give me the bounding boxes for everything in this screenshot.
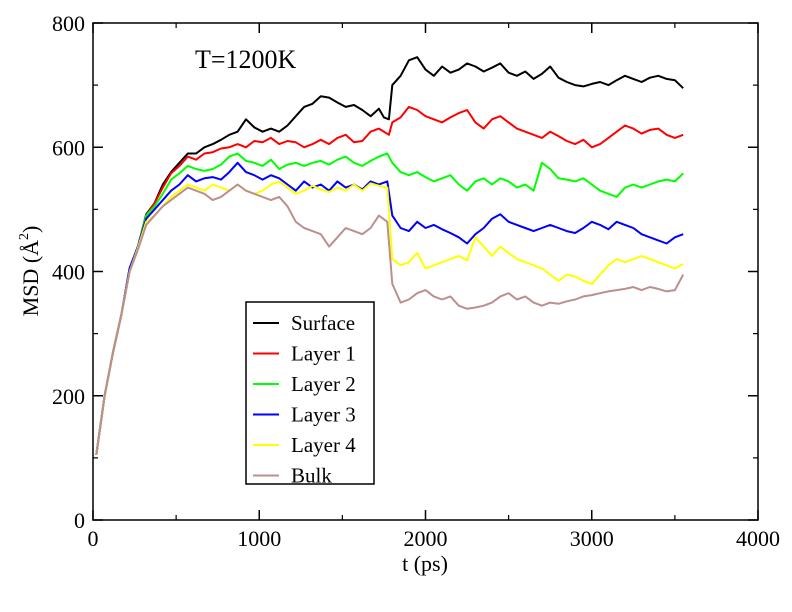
x-axis-title: t (ps): [402, 551, 448, 576]
x-tick-label: 0: [88, 526, 99, 551]
x-tick-label: 4000: [736, 526, 780, 551]
x-tick-label: 2000: [404, 526, 448, 551]
legend: Surface Layer 1 Layer 2 Layer 3 Layer 4 Bulk: [245, 301, 375, 488]
series-line-5: [95, 180, 684, 455]
legend-label: Bulk: [291, 464, 332, 488]
y-axis-title-close: ): [18, 226, 43, 233]
svg-text:MSD (Å2): MSD (Å2): [17, 226, 43, 317]
x-tick-label: 3000: [570, 526, 614, 551]
x-tick-label: 1000: [237, 526, 281, 551]
series-line-2: [95, 105, 684, 455]
legend-label: Layer 1: [291, 342, 356, 366]
legend-label: Surface: [291, 311, 355, 335]
y-tick-label: 400: [52, 260, 85, 285]
series-line-6: [95, 183, 685, 455]
legend-label: Layer 2: [291, 372, 356, 396]
y-tick-label: 600: [52, 135, 85, 160]
legend-label: Layer 4: [291, 433, 356, 457]
y-axis-title-unit: Å: [18, 240, 43, 256]
y-axis-title-exponent: 2: [17, 233, 32, 240]
y-tick-label: 800: [52, 11, 85, 36]
y-axis-title-main: MSD (: [18, 256, 43, 317]
axis-ticks: 0 1000 2000 3000 4000 0 200 400 600 800: [52, 11, 780, 551]
plot-frame: [92, 22, 759, 521]
series-line-4: [95, 161, 684, 455]
y-tick-label: 200: [52, 384, 85, 409]
series-line-3: [95, 152, 684, 455]
legend-label: Layer 3: [291, 403, 356, 427]
legend-box: [245, 301, 375, 485]
series-lines: [95, 56, 685, 455]
y-tick-label: 0: [74, 508, 85, 533]
temperature-annotation: T=1200K: [195, 45, 297, 74]
y-axis-title: MSD (Å2): [17, 226, 43, 317]
series-line-1: [95, 56, 684, 455]
